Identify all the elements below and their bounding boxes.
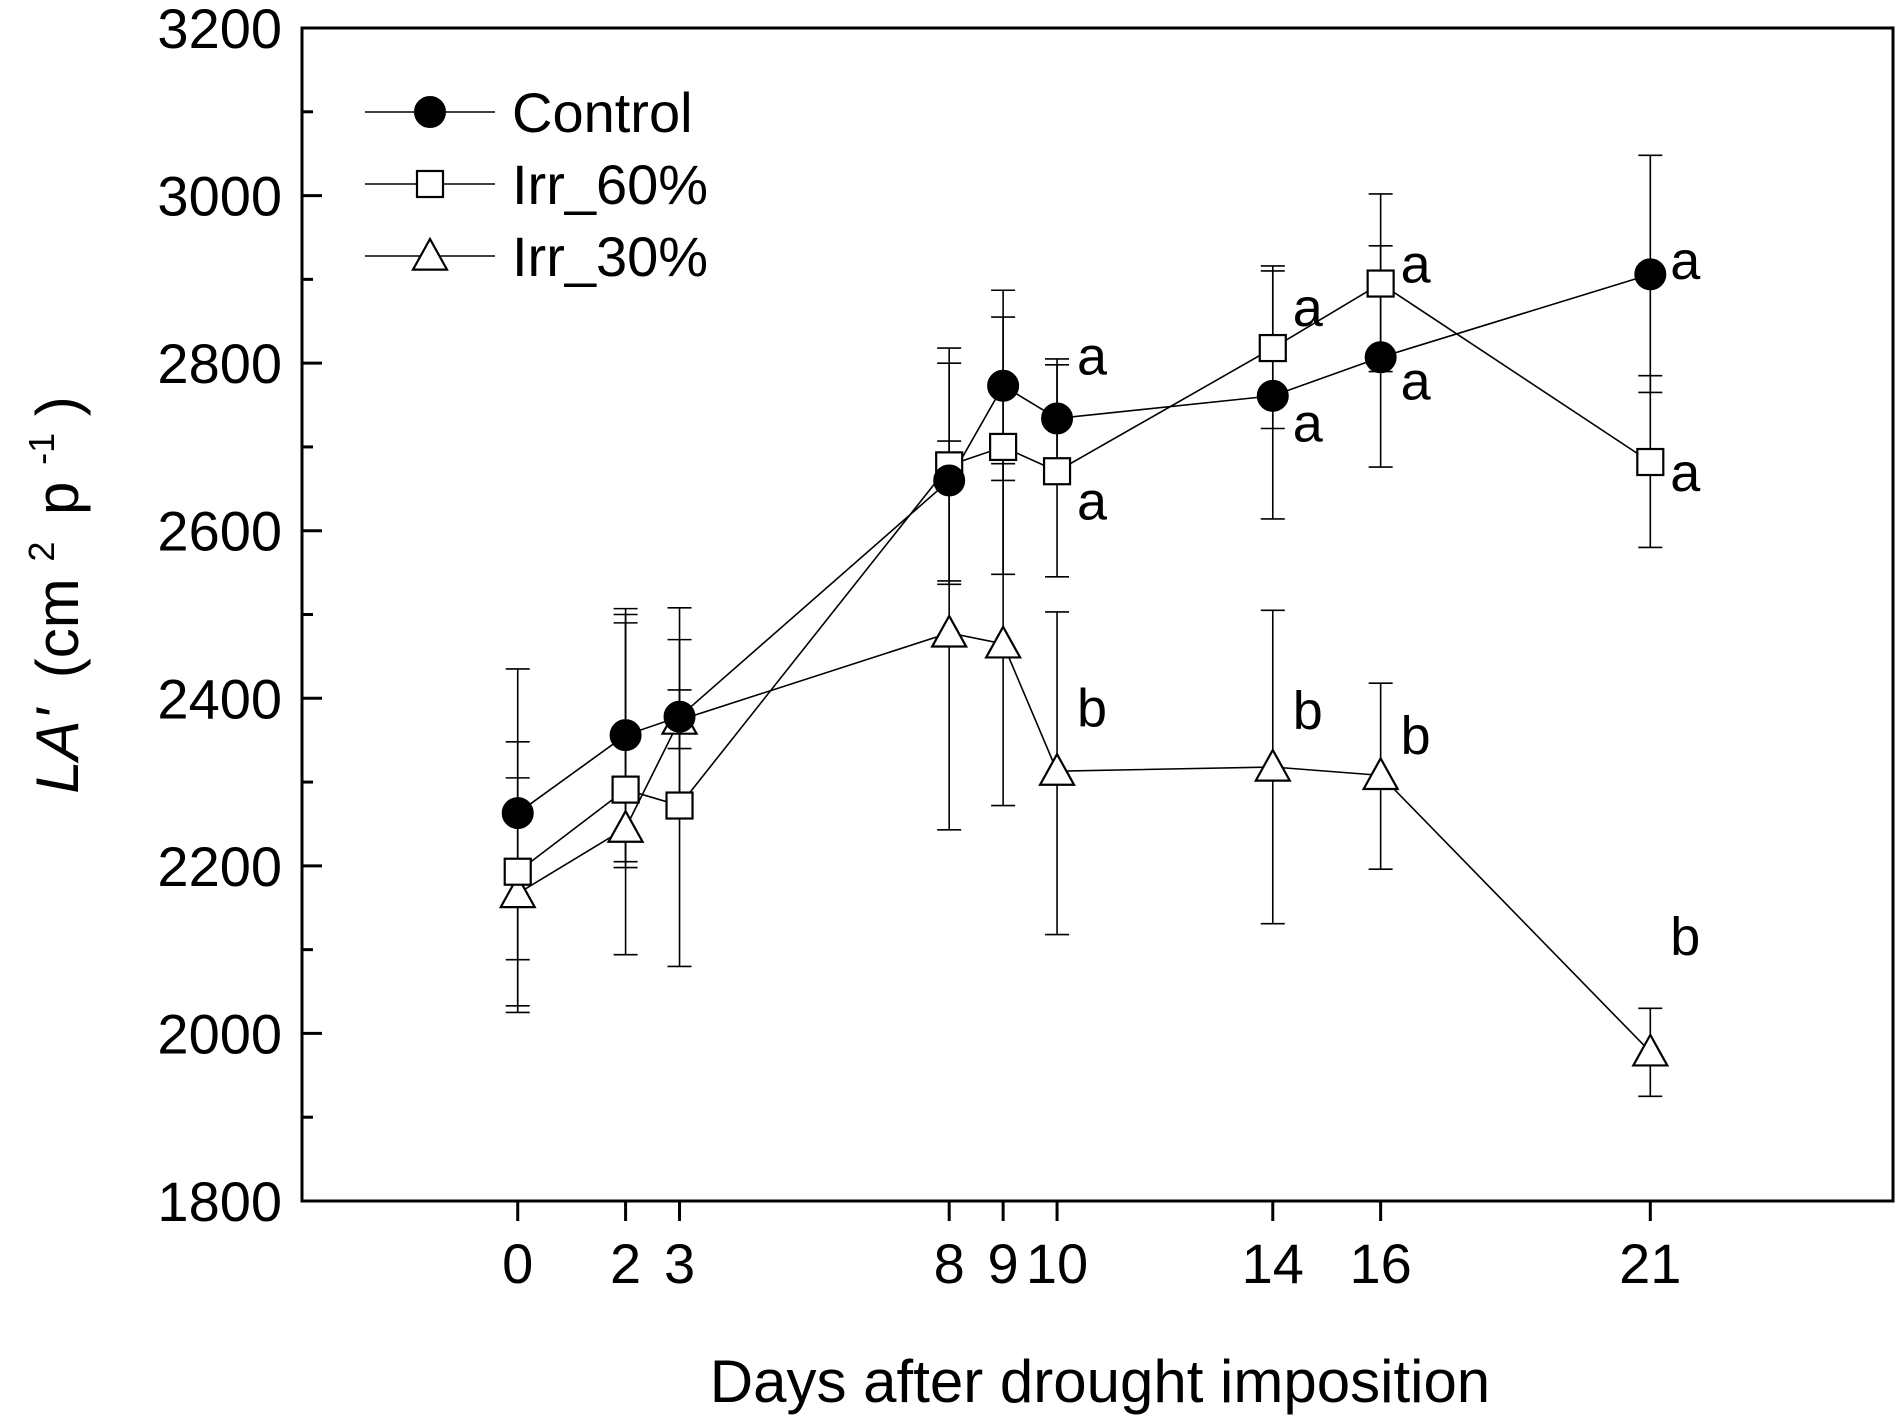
- data-point: [1253, 747, 1292, 782]
- data-point: [1042, 457, 1072, 486]
- y-tick-label: 2200: [157, 835, 282, 898]
- significance-label: a: [1077, 326, 1108, 386]
- data-point: [989, 432, 1018, 462]
- data-point: [1366, 269, 1395, 298]
- significance-label: b: [1077, 678, 1107, 738]
- legend-item: Control: [365, 81, 693, 144]
- data-point: [1634, 258, 1667, 291]
- data-point: [1631, 1032, 1670, 1067]
- data-point: [1364, 341, 1397, 374]
- data-point: [665, 791, 694, 820]
- data-point: [501, 797, 534, 830]
- legend-marker: [414, 96, 446, 128]
- legend-label: Irr_60%: [512, 153, 708, 216]
- x-axis-title: Days after drought imposition: [710, 1348, 1490, 1415]
- legend-item: Irr_30%: [365, 225, 708, 288]
- y-axis-title-unit-mid: p: [24, 482, 91, 515]
- significance-label: a: [1401, 234, 1432, 294]
- data-point: [933, 464, 966, 497]
- data-point: [1258, 333, 1287, 363]
- legend-label: Irr_30%: [512, 225, 708, 288]
- y-tick-label: 2400: [157, 667, 282, 730]
- data-point: [606, 808, 645, 843]
- significance-label: b: [1670, 907, 1700, 967]
- y-axis-title-unit-open: (cm: [24, 578, 91, 678]
- x-tick-label: 3: [664, 1232, 695, 1295]
- x-tick-label: 10: [1026, 1232, 1088, 1295]
- data-point: [987, 369, 1020, 402]
- x-tick-label: 16: [1349, 1232, 1411, 1295]
- legend: Control Irr_60% Irr_30%: [365, 81, 708, 288]
- data-point: [663, 700, 696, 733]
- x-tick-label: 8: [934, 1232, 965, 1295]
- legend-label: Control: [512, 81, 693, 144]
- y-axis-title-sup-2: -1: [21, 433, 62, 465]
- data-point: [1038, 751, 1076, 786]
- series-markers-control: [501, 258, 1667, 830]
- significance-label: a: [1670, 443, 1701, 503]
- legend-marker: [415, 169, 445, 199]
- legend-item: Irr_60%: [365, 153, 708, 216]
- significance-label: a: [1077, 471, 1108, 531]
- data-point: [1041, 402, 1074, 435]
- y-axis-title-variable: LA': [24, 706, 91, 793]
- data-point: [503, 857, 532, 886]
- axis-ticks-layer: 1800 2000 2200 2400 2600 2800 3000 3200 0 2 3 8 9 10 1…: [157, 0, 1681, 1295]
- data-point: [1636, 447, 1665, 477]
- x-tick-label: 0: [502, 1232, 533, 1295]
- y-tick-label: 1800: [157, 1170, 282, 1233]
- data-point: [609, 719, 642, 752]
- y-axis-title: LA' (cm 2 p -1 ): [0, 396, 91, 794]
- y-tick-label: 3000: [157, 165, 282, 228]
- significance-label: a: [1401, 352, 1432, 412]
- legend-marker: [411, 236, 449, 271]
- data-point: [984, 624, 1022, 659]
- x-tick-label: 14: [1242, 1232, 1304, 1295]
- y-tick-label: 2600: [157, 500, 282, 563]
- y-axis-title-sup-1: 2: [21, 542, 62, 562]
- y-tick-label: 3200: [157, 0, 282, 60]
- data-point: [1256, 379, 1289, 412]
- series-layer: [498, 154, 1670, 1098]
- x-tick-label: 2: [610, 1232, 641, 1295]
- significance-label: b: [1293, 681, 1323, 741]
- data-point: [930, 613, 969, 648]
- y-axis-title-unit-close: ): [24, 396, 91, 416]
- data-point: [611, 775, 640, 804]
- significance-label: a: [1293, 393, 1324, 453]
- significance-label: a: [1293, 278, 1324, 338]
- data-point: [1361, 756, 1400, 791]
- significance-label: a: [1670, 231, 1701, 291]
- series-irr-60-: [505, 193, 1663, 1007]
- x-tick-label: 9: [988, 1232, 1019, 1295]
- significance-label: b: [1401, 706, 1431, 766]
- x-tick-label: 21: [1619, 1232, 1681, 1295]
- data-point: [498, 874, 537, 909]
- y-tick-label: 2800: [157, 332, 282, 395]
- y-tick-label: 2000: [157, 1002, 282, 1065]
